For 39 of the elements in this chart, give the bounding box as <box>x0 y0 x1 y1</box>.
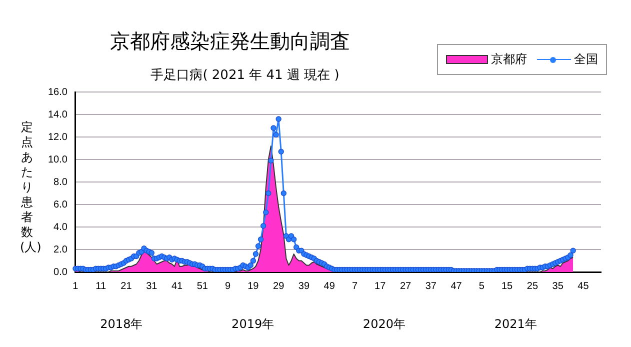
text: 2019年 <box>232 316 274 333</box>
x-tick-label: 49 <box>324 280 336 292</box>
chart-subtitle: 手足口病( 2021 年 41 週 現在 ) <box>150 67 340 84</box>
text: 2021年 <box>494 316 537 333</box>
x-tick-label: 31 <box>146 280 158 292</box>
y-tick-label: 2.0 <box>54 244 68 256</box>
y-tick-label: 4.0 <box>54 222 68 233</box>
y-tick-label: 16.0 <box>48 86 68 98</box>
x-tick-label: 1 <box>72 280 79 292</box>
text: 定点あたり患者数(人) <box>20 120 42 254</box>
x-tick-label: 27 <box>400 280 412 292</box>
x-tick-label: 45 <box>578 280 590 292</box>
chart-title: 京都府感染症発生動向調査 <box>109 28 351 55</box>
x-tick-label: 21 <box>120 280 132 292</box>
y-tick-label: 6.0 <box>54 199 68 210</box>
x-tick-label: 37 <box>425 280 437 292</box>
x-tick-label: 17 <box>374 280 386 292</box>
x-tick-label: 19 <box>248 280 260 292</box>
y-tick-label: 0.0 <box>54 266 68 278</box>
x-tick-label: 41 <box>171 280 184 292</box>
x-tick-label: 51 <box>196 280 208 292</box>
x-tick-label: 39 <box>298 280 310 292</box>
x-tick-label: 15 <box>502 280 514 292</box>
legend-label: 京都府 <box>491 51 527 68</box>
legend-label: 全国 <box>574 51 598 68</box>
text: 2018年 <box>100 316 143 333</box>
x-tick-label: 9 <box>225 280 232 292</box>
x-tick-label: 11 <box>96 280 106 292</box>
x-tick-label: 29 <box>273 280 285 292</box>
x-tick-label: 25 <box>526 280 538 292</box>
y-tick-label: 14.0 <box>48 109 68 120</box>
x-tick-label: 7 <box>352 280 358 292</box>
x-tick-label: 5 <box>478 280 485 292</box>
y-tick-label: 10.0 <box>48 154 68 166</box>
x-tick-label: 35 <box>552 280 564 292</box>
y-tick-label: 12.0 <box>48 132 68 143</box>
y-tick-label: 8.0 <box>54 176 68 188</box>
x-tick-label: 47 <box>450 280 462 292</box>
text: 2020年 <box>362 316 406 333</box>
